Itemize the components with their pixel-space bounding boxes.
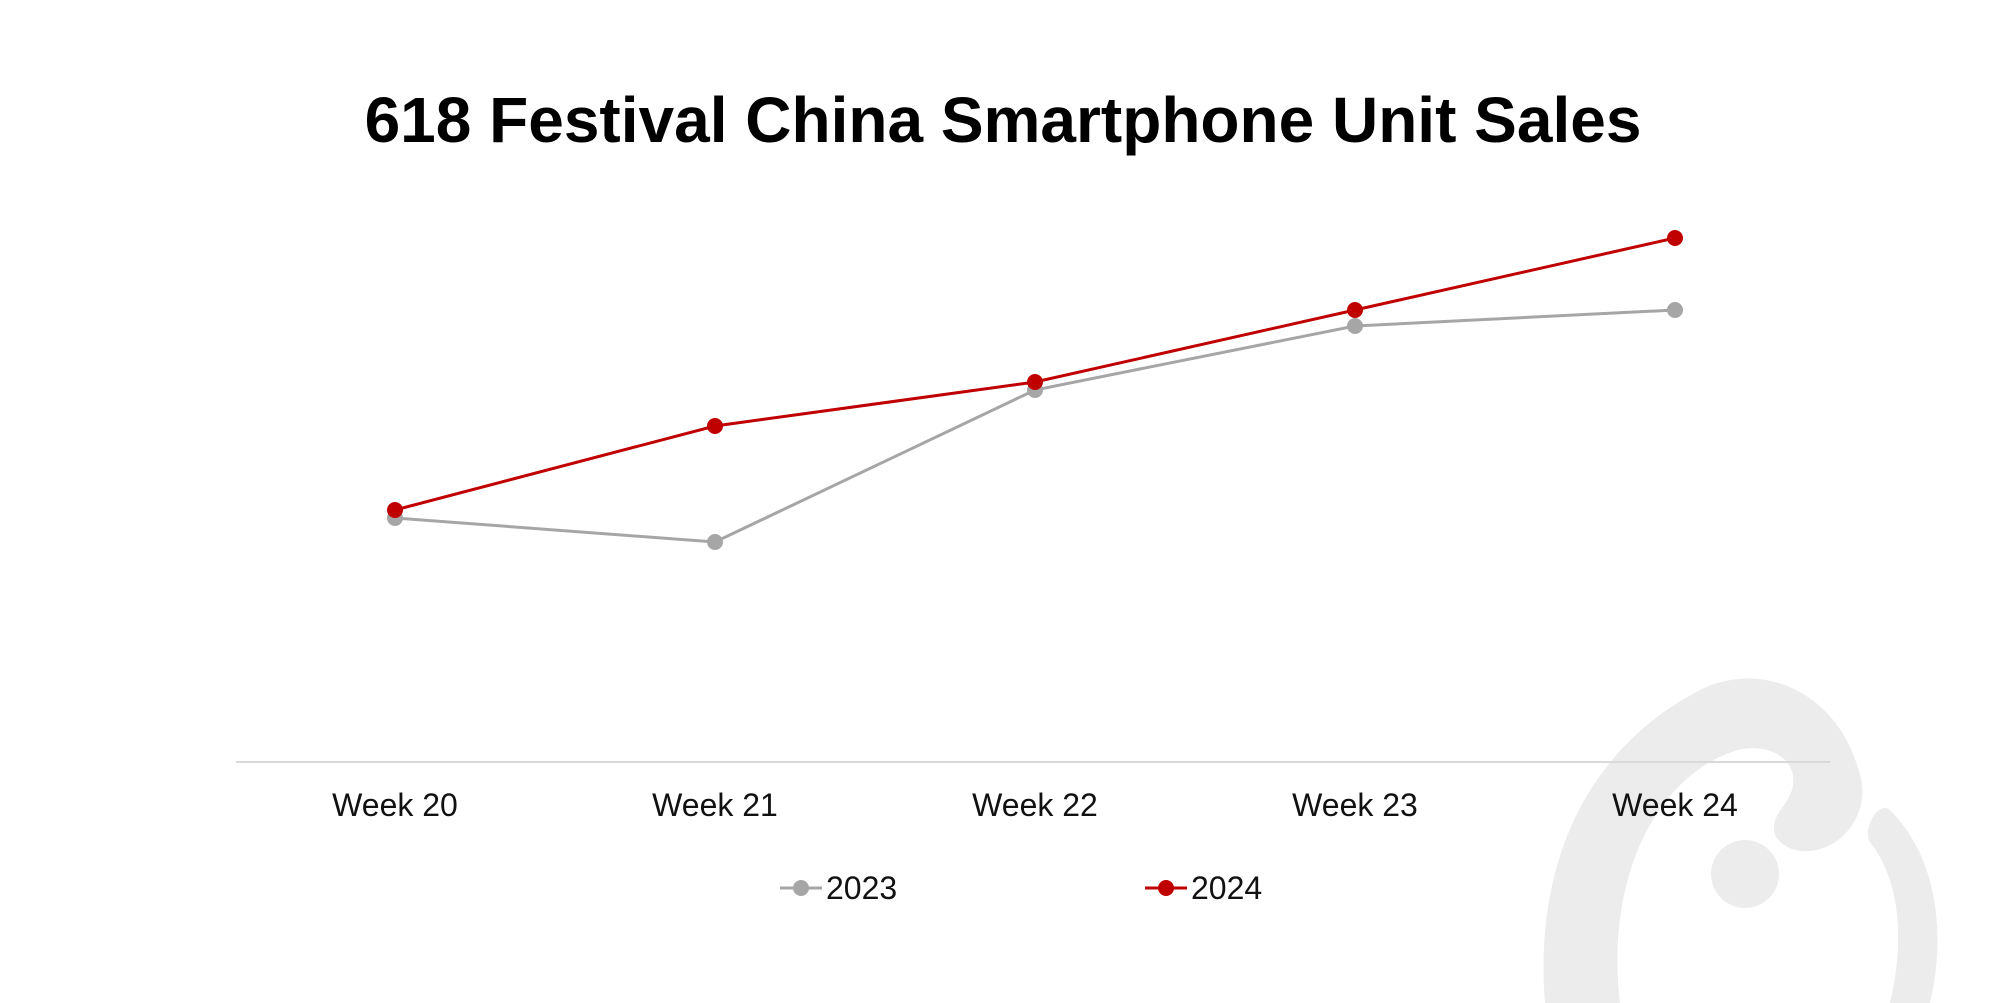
series-layer xyxy=(387,230,1683,550)
data-point-2024-3 xyxy=(1347,302,1363,318)
x-tick-label: Week 20 xyxy=(332,787,458,823)
legend: 2023 2024 xyxy=(780,870,1262,906)
data-point-2024-4 xyxy=(1667,230,1683,246)
x-tick-label: Week 22 xyxy=(972,787,1098,823)
legend-item-2024: 2024 xyxy=(1145,870,1262,906)
chart-title: 618 Festival China Smartphone Unit Sales xyxy=(365,84,1642,156)
series-2023 xyxy=(387,302,1683,550)
x-axis-tick-labels: Week 20 Week 21 Week 22 Week 23 Week 24 xyxy=(332,787,1738,823)
legend-item-2023: 2023 xyxy=(780,870,897,906)
x-tick-label: Week 23 xyxy=(1292,787,1418,823)
watermark-logo xyxy=(1543,678,1938,1003)
data-point-2024-0 xyxy=(387,502,403,518)
legend-label-2024: 2024 xyxy=(1191,870,1262,906)
series-2024 xyxy=(387,230,1683,518)
x-tick-label: Week 21 xyxy=(652,787,778,823)
data-point-2023-1 xyxy=(707,534,723,550)
data-point-2024-1 xyxy=(707,418,723,434)
legend-marker-2023 xyxy=(793,880,809,896)
legend-marker-2024 xyxy=(1158,880,1174,896)
data-point-2023-3 xyxy=(1347,318,1363,334)
data-point-2023-4 xyxy=(1667,302,1683,318)
series-line-2023 xyxy=(394,308,1676,544)
x-tick-label: Week 24 xyxy=(1612,787,1738,823)
data-point-2024-2 xyxy=(1027,374,1043,390)
legend-label-2023: 2023 xyxy=(826,870,897,906)
